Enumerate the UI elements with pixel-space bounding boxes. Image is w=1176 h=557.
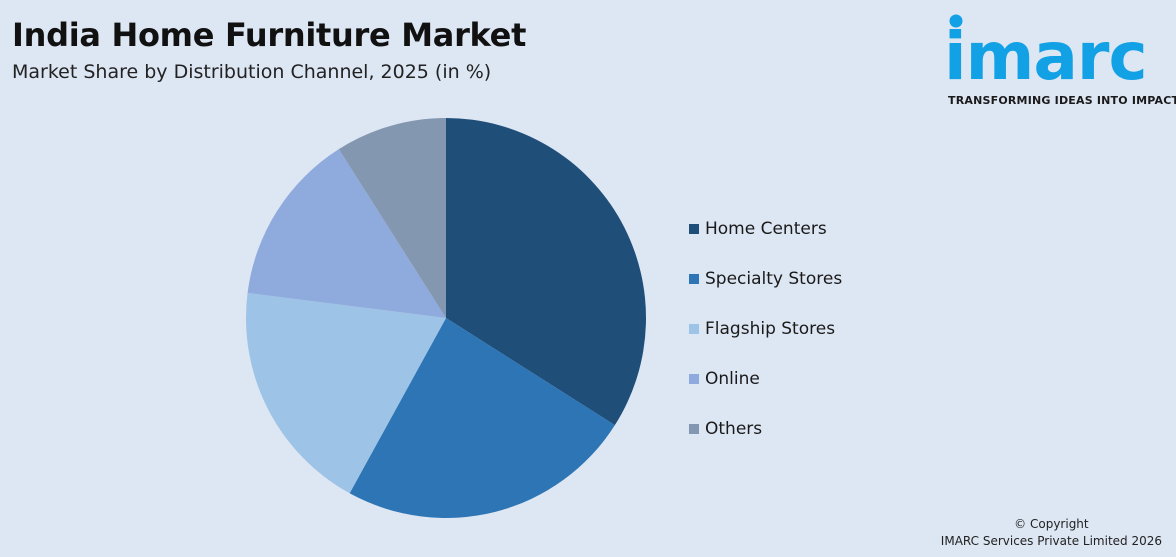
- legend-label: Home Centers: [705, 219, 827, 239]
- pie-slices: [245, 118, 646, 518]
- pie-slice-specialty-stores: [349, 318, 615, 518]
- legend-item-specialty-stores: Specialty Stores: [689, 254, 842, 304]
- legend-swatch: [689, 274, 699, 284]
- legend-swatch: [689, 224, 699, 234]
- legend-swatch: [689, 374, 699, 384]
- logo-tagline: TRANSFORMING IDEAS INTO IMPACT: [948, 94, 1176, 107]
- legend-label: Others: [705, 419, 763, 439]
- pie-slice-others: [338, 118, 446, 318]
- pie-slice-flagship-stores: [245, 292, 446, 494]
- chart-title: India Home Furniture Market: [12, 16, 527, 54]
- legend-swatch: [689, 324, 699, 334]
- logo-wordmark: imarc: [944, 18, 1148, 95]
- copyright-notice: © Copyright IMARC Services Private Limit…: [941, 516, 1162, 550]
- chart-legend: Home Centers Specialty Stores Flagship Sto…: [689, 204, 842, 454]
- copyright-label: © Copyright: [1014, 517, 1089, 531]
- legend-label: Online: [705, 369, 760, 389]
- legend-item-home-centers: Home Centers: [689, 204, 842, 254]
- chart-subtitle: Market Share by Distribution Channel, 20…: [12, 61, 492, 83]
- legend-item-others: Others: [689, 404, 842, 454]
- legend-swatch: [689, 424, 699, 434]
- legend-item-online: Online: [689, 354, 842, 404]
- copyright-company: IMARC Services Private Limited 2026: [940, 534, 1162, 548]
- pie-slice-online: [247, 149, 446, 318]
- pie-slice-home-centers: [446, 118, 646, 426]
- logo-dot-icon: [949, 14, 963, 28]
- legend-label: Flagship Stores: [705, 319, 836, 339]
- imarc-logo: imarc TRANSFORMING IDEAS INTO IMPACT: [944, 10, 1176, 110]
- legend-label: Specialty Stores: [705, 269, 843, 289]
- legend-item-flagship-stores: Flagship Stores: [689, 304, 842, 354]
